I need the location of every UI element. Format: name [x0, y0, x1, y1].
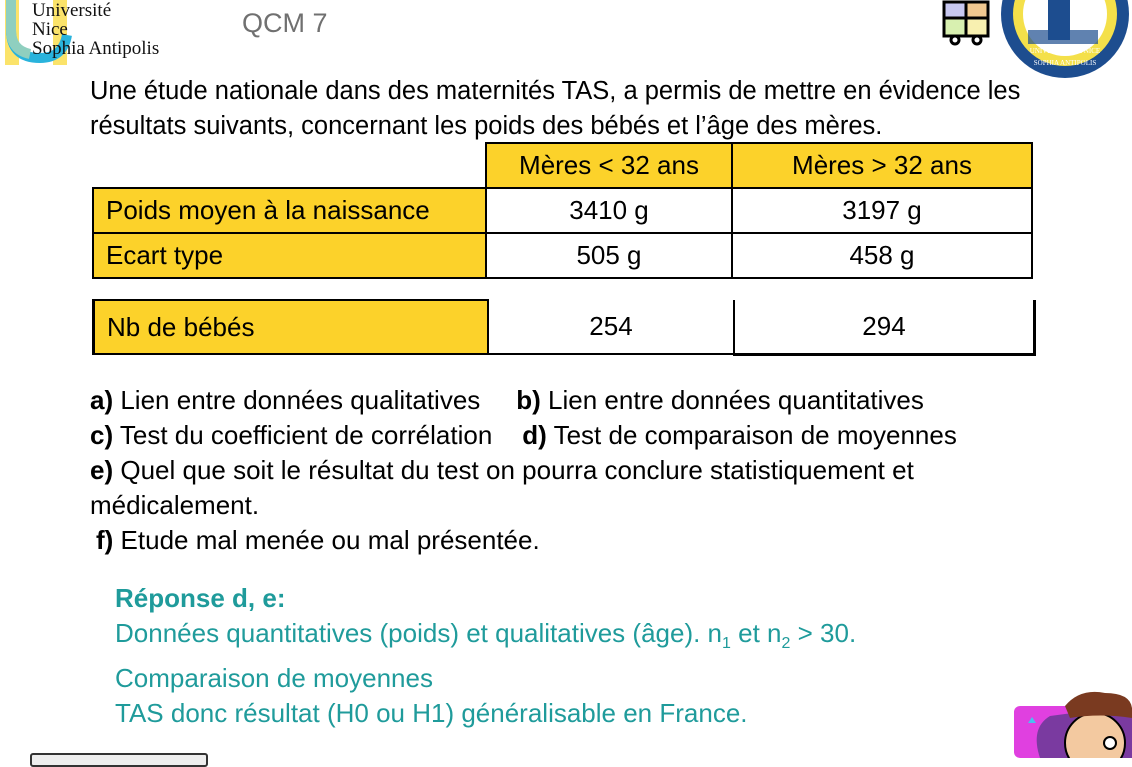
option-text: médicalement.: [90, 490, 260, 520]
option-row: médicalement.: [90, 488, 957, 523]
option-text: Quel que soit le résultat du test on pou…: [113, 455, 914, 485]
answer-text: > 30.: [790, 618, 857, 648]
intro-line: Une étude nationale dans des maternités …: [90, 77, 1021, 105]
puzzle-icon: [942, 0, 990, 46]
option-key: e): [90, 455, 114, 485]
row-label: Poids moyen à la naissance: [92, 187, 487, 234]
answer-title: Réponse d, e:: [115, 583, 286, 613]
table-cell: 3410 g: [485, 187, 733, 234]
option-row: f) Etude mal menée ou mal présentée.: [96, 523, 957, 558]
logo-line: Université: [32, 0, 112, 21]
table-row: Poids moyen à la naissance 3410 g 3197 g: [92, 187, 1033, 234]
option-text: Etude mal menée ou mal présentée.: [113, 525, 540, 555]
option-text: Test du coefficient de corrélation: [113, 420, 493, 450]
svg-text:SOPHIA ANTIPOLIS: SOPHIA ANTIPOLIS: [1034, 59, 1097, 67]
answer-options: a) Lien entre données qualitatives b) Lie…: [90, 383, 957, 558]
table-row: Nb de bébés 254 294: [92, 299, 1036, 356]
option-key: a): [90, 385, 114, 415]
table-cell: 254: [487, 300, 735, 355]
empty-cell: [93, 143, 486, 188]
answer-line: TAS donc résultat (H0 ou H1) généralisab…: [115, 698, 748, 729]
column-header: Mères > 32 ans: [731, 142, 1033, 189]
count-table: Nb de bébés 254 294: [92, 299, 1036, 356]
answer-line: Comparaison de moyennes: [115, 663, 433, 694]
table-cell: 3197 g: [731, 187, 1033, 234]
option-text: Test de comparaison de moyennes: [546, 420, 957, 450]
logo-line: Sophia Antipolis: [32, 38, 160, 59]
table-row: Ecart type 505 g 458 g: [92, 232, 1033, 279]
answer-block: Réponse d, e: Données quantitatives (poi…: [115, 581, 856, 731]
intro-text: Une étude nationale dans des maternités …: [90, 74, 1020, 144]
results-table: Mères < 32 ans Mères > 32 ans Poids moye…: [92, 142, 1033, 279]
option-key: f): [96, 525, 114, 555]
option-text: Lien entre données qualitatives: [113, 385, 481, 415]
cartoon-face-icon: [1014, 691, 1132, 758]
option-row: a) Lien entre données qualitatives b) Lie…: [90, 383, 957, 418]
option-key: c): [90, 420, 114, 450]
intro-line: résultats suivants, concernant les poids…: [90, 112, 883, 140]
subscript: 2: [781, 635, 791, 653]
option-key: d): [522, 420, 547, 450]
university-logo-icon: [5, 0, 72, 65]
option-row: e) Quel que soit le résultat du test on …: [90, 453, 957, 488]
logo-line: Nice: [32, 19, 68, 40]
table-cell: 505 g: [485, 232, 733, 279]
option-row: c) Test du coefficient de corrélation d) …: [90, 418, 957, 453]
university-logo-text: Université Nice Sophia Antipolis: [32, 1, 159, 58]
column-header: Mères < 32 ans: [485, 142, 733, 189]
table-cell: 294: [733, 300, 1036, 356]
answer-line: Données quantitatives (poids) et qualita…: [115, 616, 856, 661]
table-cell: 458 g: [731, 232, 1033, 279]
row-label: Nb de bébés: [92, 299, 489, 355]
answer-text: et n: [730, 618, 782, 648]
row-label: Ecart type: [92, 232, 487, 279]
table-header-row: Mères < 32 ans Mères > 32 ans: [93, 142, 1033, 189]
option-key: b): [516, 385, 541, 415]
answer-text: Données quantitatives (poids) et qualita…: [115, 618, 723, 648]
subscript: 1: [722, 635, 731, 653]
slide-title: QCM 7: [242, 8, 328, 38]
svg-text:UNIVERSITE DE NICE: UNIVERSITE DE NICE: [1030, 47, 1100, 55]
faculty-seal-icon: UNIVERSITE DE NICE SOPHIA ANTIPOLIS: [1001, 0, 1129, 78]
option-text: Lien entre données quantitatives: [540, 385, 924, 415]
navigation-button[interactable]: [30, 753, 208, 767]
